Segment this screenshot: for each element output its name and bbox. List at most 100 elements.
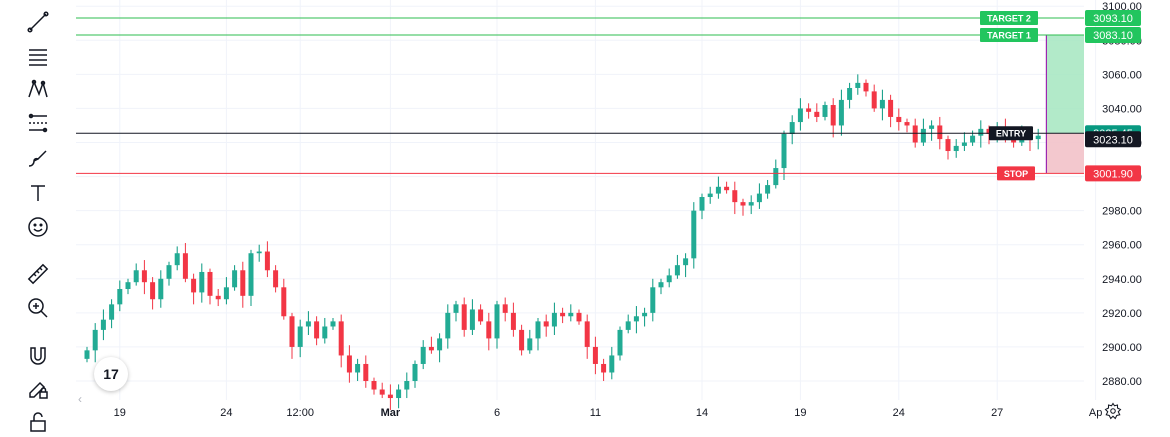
candle-body bbox=[355, 363, 361, 373]
tradingview-logo[interactable]: 17 bbox=[94, 357, 128, 391]
time-tick-label: 6 bbox=[494, 407, 500, 419]
candle-body bbox=[273, 270, 279, 288]
candle bbox=[478, 304, 484, 325]
candle-body bbox=[519, 329, 525, 351]
candle bbox=[117, 280, 123, 312]
candle bbox=[223, 277, 229, 305]
candle-body bbox=[207, 271, 213, 296]
candle bbox=[592, 336, 598, 375]
chart-background bbox=[76, 0, 1170, 420]
candle-body bbox=[363, 363, 369, 382]
candle bbox=[412, 360, 418, 388]
stop-label[interactable]: STOP bbox=[997, 166, 1035, 181]
candle-body bbox=[428, 346, 434, 351]
candle bbox=[871, 84, 877, 112]
time-tick-label: 11 bbox=[590, 407, 601, 419]
candle bbox=[806, 103, 812, 119]
candle-body bbox=[830, 105, 836, 126]
candles bbox=[84, 74, 1041, 410]
loss-zone[interactable] bbox=[1046, 133, 1084, 174]
candle-body bbox=[896, 116, 902, 123]
candle bbox=[191, 273, 197, 305]
candle-body bbox=[314, 321, 320, 339]
candle bbox=[510, 302, 516, 337]
candle-body bbox=[551, 312, 557, 327]
candle bbox=[248, 249, 254, 307]
magnet-icon[interactable] bbox=[22, 341, 54, 371]
collapse-arrow-icon[interactable]: ‹ bbox=[78, 392, 82, 406]
candle-body bbox=[601, 363, 607, 373]
candle bbox=[199, 263, 205, 303]
candle bbox=[535, 317, 541, 351]
candle-body bbox=[109, 304, 115, 320]
candle-body bbox=[707, 193, 713, 198]
pattern-icon[interactable] bbox=[22, 74, 54, 104]
candle-body bbox=[420, 346, 426, 364]
time-tick-label: 27 bbox=[991, 407, 1003, 419]
candle bbox=[674, 254, 680, 279]
text-tool-icon[interactable] bbox=[22, 178, 54, 208]
candle-body bbox=[346, 355, 352, 373]
candle-body bbox=[289, 316, 295, 347]
chart-svg[interactable]: TARGET 2 TARGET 1 ENTRY STOP 2880.002900.002… bbox=[76, 0, 1170, 420]
target-2-label[interactable]: TARGET 2 bbox=[980, 10, 1038, 25]
candle bbox=[699, 193, 705, 220]
candle-body bbox=[510, 312, 516, 330]
candle-body bbox=[404, 381, 410, 390]
candle-body bbox=[437, 338, 443, 351]
candle bbox=[461, 297, 467, 337]
candle bbox=[797, 98, 803, 131]
target-1-price-badge-box bbox=[1085, 27, 1141, 44]
profit-zone[interactable] bbox=[1046, 35, 1084, 134]
candle-body bbox=[494, 304, 500, 339]
candle bbox=[961, 132, 967, 152]
emoji-icon[interactable] bbox=[22, 212, 54, 242]
candle bbox=[838, 89, 844, 136]
last-price-badge-text: 3023.10 bbox=[1093, 134, 1133, 146]
candle-body bbox=[871, 91, 877, 109]
zoom-in-icon[interactable] bbox=[22, 293, 54, 323]
settings-icon[interactable] bbox=[1104, 402, 1122, 420]
price-axis[interactable]: 2880.00 2900.00 2920.00 2940.00 2960.00 2980.… bbox=[1085, 1, 1142, 388]
ruler-icon[interactable] bbox=[22, 259, 54, 289]
candle bbox=[617, 326, 623, 361]
target-1-label[interactable]: TARGET 1 bbox=[980, 28, 1038, 43]
last-price-badge: 3023.10 bbox=[1085, 131, 1141, 148]
candle bbox=[814, 103, 820, 123]
candle bbox=[486, 312, 492, 351]
candle bbox=[387, 384, 393, 410]
candle bbox=[166, 261, 172, 286]
price-tick-label: 2920.00 bbox=[1102, 308, 1142, 320]
candle-body bbox=[174, 253, 180, 266]
target-1-label-text: TARGET 1 bbox=[987, 31, 1031, 41]
price-chart[interactable]: TARGET 2 TARGET 1 ENTRY STOP 2880.00 2900.00 2… bbox=[76, 0, 1170, 420]
candle bbox=[182, 243, 188, 283]
time-tick-label: Ap bbox=[1089, 407, 1102, 419]
brush-icon[interactable] bbox=[22, 143, 54, 173]
candle bbox=[732, 181, 738, 215]
candle bbox=[174, 246, 180, 271]
candle bbox=[109, 299, 115, 329]
entry-label[interactable]: ENTRY bbox=[989, 126, 1033, 141]
target-1-price-badge-text: 3083.10 bbox=[1093, 30, 1133, 42]
trend-line-icon[interactable] bbox=[22, 7, 54, 37]
candle bbox=[953, 139, 959, 158]
fib-retracement-icon[interactable] bbox=[22, 108, 54, 138]
candle bbox=[158, 270, 164, 308]
time-tick-label: 24 bbox=[893, 407, 905, 419]
candle-body bbox=[502, 304, 508, 313]
horizontal-lines-icon[interactable] bbox=[22, 41, 54, 71]
candle-body bbox=[248, 253, 254, 296]
candle bbox=[929, 120, 935, 141]
candle-body bbox=[223, 287, 229, 300]
target-1-price-badge: 3083.10 bbox=[1085, 27, 1141, 44]
lock-drawings-icon[interactable] bbox=[22, 374, 54, 404]
candle bbox=[888, 94, 894, 128]
unlock-icon[interactable] bbox=[22, 407, 54, 437]
candle-body bbox=[912, 125, 918, 143]
stop-price-badge-text: 3001.90 bbox=[1093, 168, 1133, 180]
stop-label-text: STOP bbox=[1004, 169, 1028, 179]
candle-body bbox=[838, 99, 844, 126]
time-axis[interactable]: 19 24 12:00 Mar 6 11 14 19 24 27 Ap bbox=[114, 407, 1103, 419]
candle-body bbox=[789, 122, 795, 134]
